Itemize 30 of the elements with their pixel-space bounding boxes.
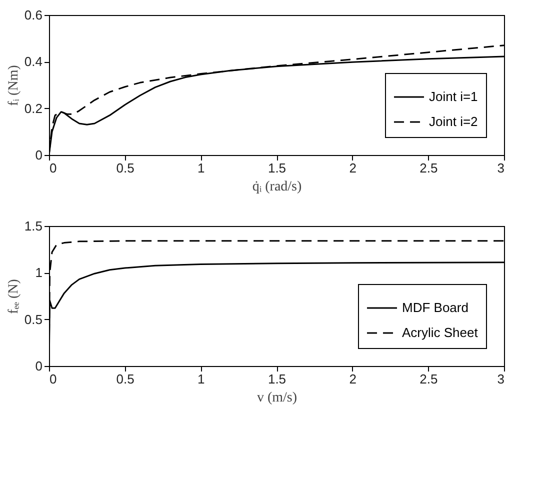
y-tick-label: 0 [35,358,42,374]
y-axis-title: fᵢ (Nm) [6,64,22,106]
y-axis-title: fₑₑ (N) [6,278,22,314]
x-tick-label: 1 [198,372,205,386]
x-tick-label: 1 [198,160,205,176]
x-tick-label: 3 [497,372,504,386]
x-axis-title: v (m/s) [256,390,298,406]
y-tick-label: 0.2 [24,100,42,116]
x-tick-label: 1.5 [268,160,286,176]
x-tick-label: 0 [50,160,57,176]
legend-label: Acrylic Sheet [402,325,478,340]
x-tick-label: 1.5 [268,372,286,386]
x-tick-label: 0.5 [116,160,134,176]
y-tick-label: 0.6 [24,8,42,22]
y-tick-label: 1.5 [24,218,42,234]
y-tick-label: 0.5 [24,312,42,327]
legend-label: Joint i=2 [429,114,478,129]
y-tick-label: 0 [35,148,42,162]
x-axis-title: q̇ᵢ (rad/s) [252,180,302,194]
x-tick-label: 3 [497,160,504,176]
x-tick-label: 2 [349,372,356,386]
x-tick-label: 0.5 [116,372,134,386]
y-tick-label: 0.4 [24,54,42,70]
x-tick-label: 2 [349,160,356,176]
x-tick-label: 2.5 [420,372,438,386]
x-tick-label: 2.5 [420,160,438,176]
x-tick-label: 0 [50,372,57,386]
y-tick-label: 1 [35,265,42,280]
legend-label: Joint i=1 [429,89,478,104]
legend-label: MDF Board [402,300,468,315]
